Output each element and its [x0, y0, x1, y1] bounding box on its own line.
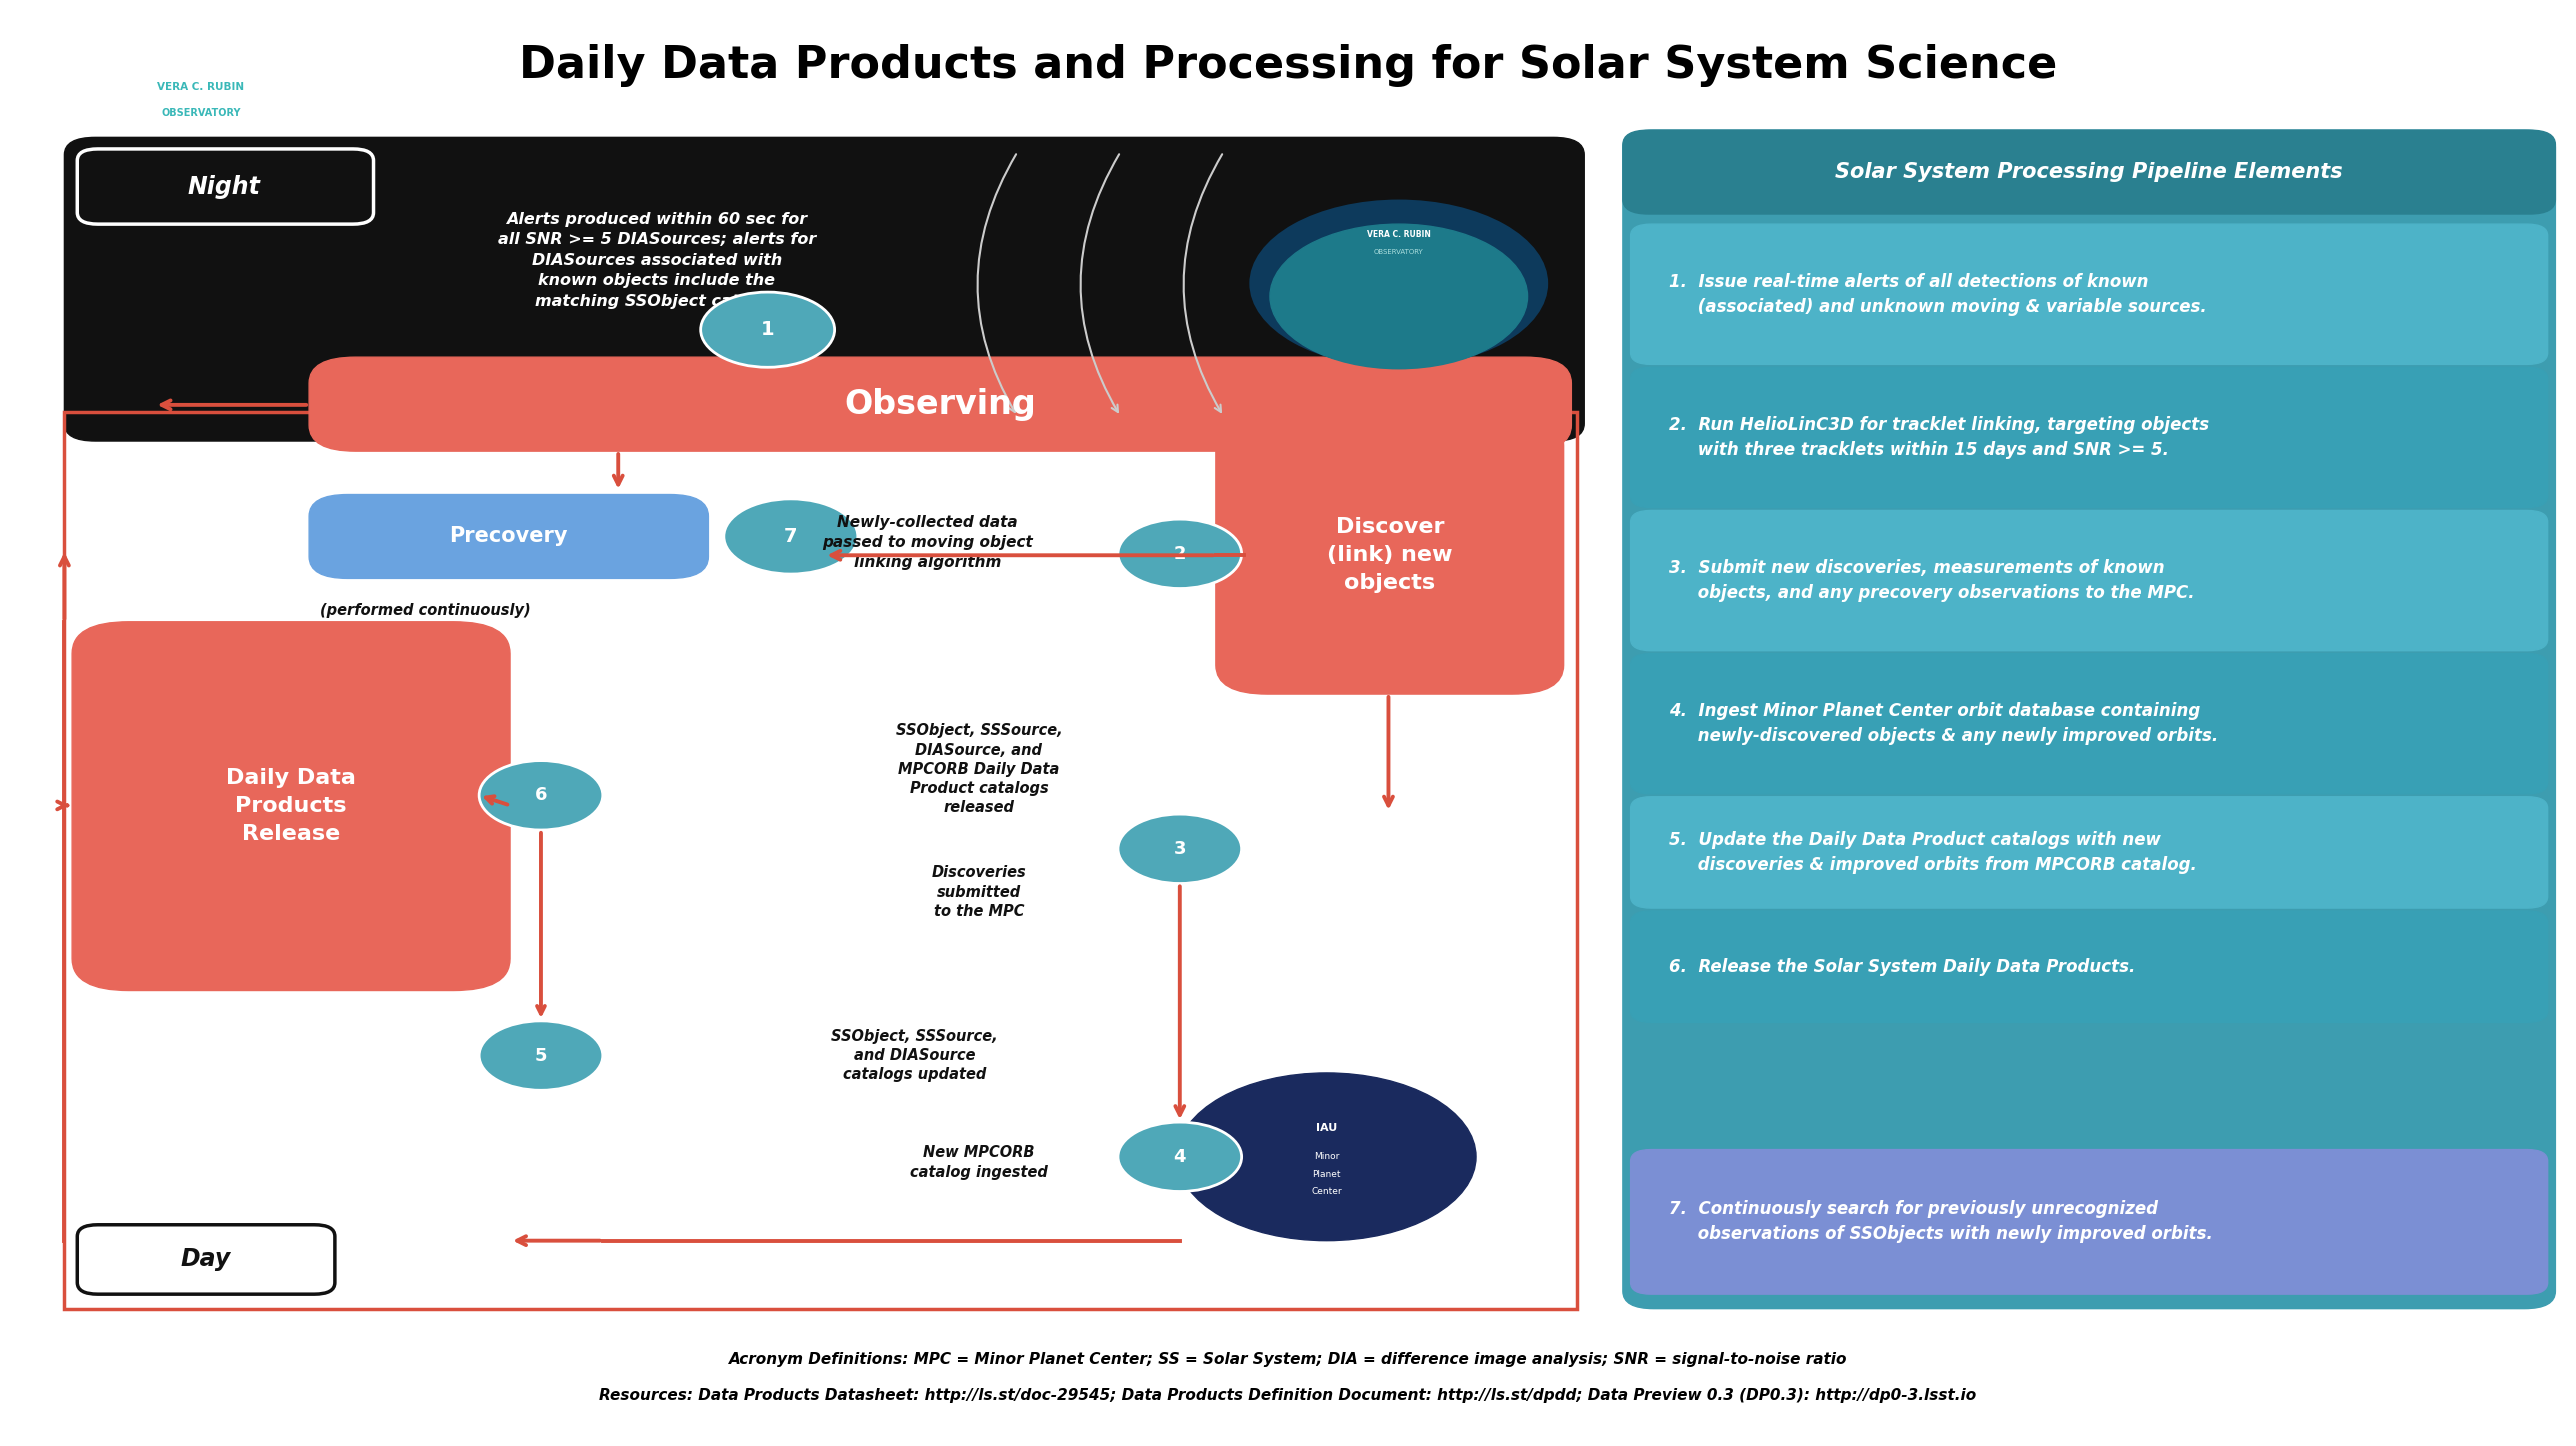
Bar [64, 412, 1577, 1309]
Text: 5.  Update the Daily Data Product catalogs with new
     discoveries & improved : 5. Update the Daily Data Product catalog… [1669, 831, 2197, 873]
FancyBboxPatch shape [1631, 224, 2548, 364]
FancyBboxPatch shape [1631, 510, 2548, 651]
Text: Daily Data
Products
Release: Daily Data Products Release [227, 768, 355, 844]
Text: 5: 5 [536, 1047, 546, 1064]
FancyBboxPatch shape [1631, 654, 2548, 794]
Text: Minor: Minor [1314, 1152, 1340, 1161]
Text: Night: Night [188, 175, 260, 198]
FancyBboxPatch shape [1623, 130, 2555, 1309]
Text: Day: Day [180, 1248, 232, 1271]
FancyBboxPatch shape [1631, 911, 2548, 1022]
Circle shape [479, 1021, 603, 1090]
Text: 4.  Ingest Minor Planet Center orbit database containing
     newly-discovered o: 4. Ingest Minor Planet Center orbit data… [1669, 703, 2218, 745]
Text: VERA C. RUBIN: VERA C. RUBIN [157, 82, 245, 91]
FancyBboxPatch shape [1216, 416, 1564, 694]
Text: 3: 3 [1175, 840, 1185, 857]
Text: Center: Center [1311, 1187, 1342, 1196]
FancyBboxPatch shape [1631, 367, 2548, 508]
Text: VERA C. RUBIN: VERA C. RUBIN [1368, 230, 1430, 239]
Text: 2.  Run HelioLinC3D for tracklet linking, targeting objects
     with three trac: 2. Run HelioLinC3D for tracklet linking,… [1669, 416, 2210, 458]
Text: 7: 7 [783, 526, 799, 547]
Circle shape [1118, 519, 1242, 589]
FancyBboxPatch shape [72, 622, 510, 991]
FancyBboxPatch shape [77, 149, 374, 224]
Text: New MPCORB
catalog ingested: New MPCORB catalog ingested [909, 1145, 1048, 1180]
FancyBboxPatch shape [1631, 797, 2548, 908]
Text: Newly-collected data
passed to moving object
linking algorithm: Newly-collected data passed to moving ob… [822, 515, 1033, 570]
Text: Solar System Processing Pipeline Elements: Solar System Processing Pipeline Element… [1834, 162, 2344, 182]
Text: 1: 1 [760, 320, 775, 340]
Text: Daily Data Products and Processing for Solar System Science: Daily Data Products and Processing for S… [518, 43, 2058, 87]
Text: 1.  Issue real-time alerts of all detections of known
     (associated) and unkn: 1. Issue real-time alerts of all detecti… [1669, 273, 2208, 315]
Circle shape [479, 761, 603, 830]
Text: Precovery: Precovery [448, 526, 569, 547]
FancyBboxPatch shape [1631, 1150, 2548, 1294]
Text: Discover
(link) new
objects: Discover (link) new objects [1327, 518, 1453, 593]
Circle shape [1118, 814, 1242, 884]
FancyBboxPatch shape [309, 357, 1571, 451]
Text: Acronym Definitions: MPC = Minor Planet Center; SS = Solar System; DIA = differe: Acronym Definitions: MPC = Minor Planet … [729, 1352, 1847, 1366]
Text: 7.  Continuously search for previously unrecognized
     observations of SSObjec: 7. Continuously search for previously un… [1669, 1200, 2213, 1244]
Circle shape [1249, 200, 1548, 367]
Text: SSObject, SSSource,
DIASource, and
MPCORB Daily Data
Product catalogs
released: SSObject, SSSource, DIASource, and MPCOR… [896, 723, 1061, 816]
Text: Resources: Data Products Datasheet: http://ls.st/doc-29545; Data Products Defini: Resources: Data Products Datasheet: http… [600, 1388, 1976, 1403]
Text: OBSERVATORY: OBSERVATORY [162, 108, 240, 117]
Circle shape [1118, 1122, 1242, 1192]
Text: 6: 6 [536, 787, 546, 804]
Text: Planet: Planet [1311, 1170, 1342, 1178]
Circle shape [724, 499, 858, 574]
FancyBboxPatch shape [77, 1225, 335, 1294]
Text: 6.  Release the Solar System Daily Data Products.: 6. Release the Solar System Daily Data P… [1669, 957, 2136, 976]
Text: 3.  Submit new discoveries, measurements of known
     objects, and any precover: 3. Submit new discoveries, measurements … [1669, 560, 2195, 602]
Text: Alerts produced within 60 sec for
all SNR >= 5 DIASources; alerts for
DIASources: Alerts produced within 60 sec for all SN… [497, 213, 817, 308]
Circle shape [701, 292, 835, 367]
Text: Observing: Observing [845, 388, 1036, 421]
Text: 4: 4 [1175, 1148, 1185, 1165]
FancyBboxPatch shape [64, 137, 1584, 441]
Text: (performed continuously): (performed continuously) [319, 603, 531, 617]
Circle shape [1177, 1073, 1476, 1241]
Text: IAU: IAU [1316, 1124, 1337, 1132]
FancyBboxPatch shape [309, 495, 708, 578]
FancyBboxPatch shape [1623, 130, 2555, 214]
Text: Discoveries
submitted
to the MPC: Discoveries submitted to the MPC [933, 866, 1025, 918]
Text: OBSERVATORY: OBSERVATORY [1373, 249, 1425, 254]
Text: SSObject, SSSource,
and DIASource
catalogs updated: SSObject, SSSource, and DIASource catalo… [832, 1030, 997, 1082]
Circle shape [1270, 224, 1528, 369]
Text: 2: 2 [1175, 545, 1185, 562]
